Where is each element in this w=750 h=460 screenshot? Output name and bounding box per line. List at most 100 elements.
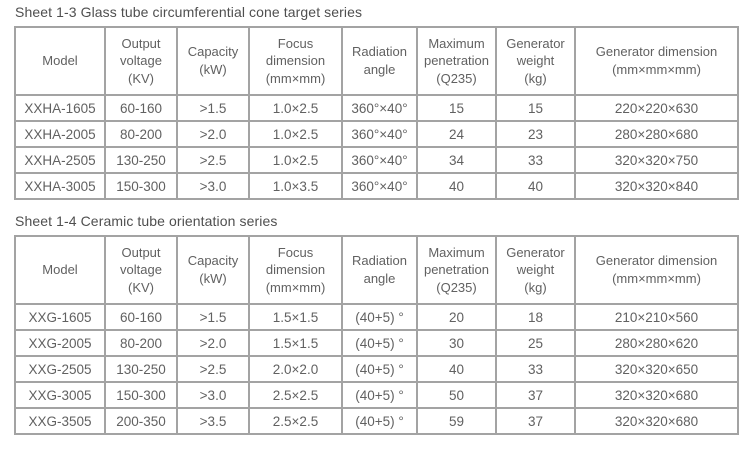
table-cell-model: XXHA-2005 bbox=[14, 120, 106, 148]
table-cell-focus-dimension: 1.5×1.5 bbox=[248, 329, 343, 357]
table-cell-focus-dimension: 2.5×2.5 bbox=[248, 407, 343, 435]
table-cell-maximum-penetration: 24 bbox=[416, 120, 497, 148]
table-cell-generator-dimension: 320×320×750 bbox=[574, 146, 739, 174]
table-cell-generator-weight: 25 bbox=[495, 329, 576, 357]
column-header-radiation-angle: Radiation angle bbox=[341, 26, 418, 96]
table-cell-generator-dimension: 280×280×620 bbox=[574, 329, 739, 357]
table-cell-radiation-angle: (40+5) ° bbox=[341, 381, 418, 409]
table-cell-capacity: >3.0 bbox=[176, 381, 250, 409]
table-cell-radiation-angle: (40+5) ° bbox=[341, 303, 418, 331]
table-cell-generator-dimension: 220×220×630 bbox=[574, 94, 739, 122]
column-header-output-voltage: Output voltage (KV) bbox=[104, 235, 178, 305]
sheet-1-4-table: Model Output voltage (KV) Capacity (kW) Foc… bbox=[14, 235, 739, 435]
table-cell-generator-weight: 37 bbox=[495, 381, 576, 409]
table-cell-maximum-penetration: 50 bbox=[416, 381, 497, 409]
column-header-generator-dimension: Generator dimension (mm×mm×mm) bbox=[574, 235, 739, 305]
table-cell-capacity: >2.5 bbox=[176, 146, 250, 174]
column-header-generator-weight: Generator weight (kg) bbox=[495, 235, 576, 305]
table-cell-output-voltage: 150-300 bbox=[104, 381, 178, 409]
table-cell-generator-dimension: 320×320×680 bbox=[574, 407, 739, 435]
table-cell-model: XXG-1605 bbox=[14, 303, 106, 331]
table-cell-maximum-penetration: 20 bbox=[416, 303, 497, 331]
table-cell-radiation-angle: (40+5) ° bbox=[341, 407, 418, 435]
table-cell-model: XXG-3005 bbox=[14, 381, 106, 409]
table-cell-radiation-angle: 360°×40° bbox=[341, 172, 418, 200]
table-cell-output-voltage: 130-250 bbox=[104, 146, 178, 174]
table-cell-maximum-penetration: 34 bbox=[416, 146, 497, 174]
table-cell-focus-dimension: 2.5×2.5 bbox=[248, 381, 343, 409]
column-header-model: Model bbox=[14, 235, 106, 305]
table-cell-model: XXHA-1605 bbox=[14, 94, 106, 122]
table-cell-capacity: >1.5 bbox=[176, 303, 250, 331]
table-cell-model: XXG-2505 bbox=[14, 355, 106, 383]
table-cell-radiation-angle: 360°×40° bbox=[341, 94, 418, 122]
table-cell-output-voltage: 150-300 bbox=[104, 172, 178, 200]
table-cell-model: XXG-3505 bbox=[14, 407, 106, 435]
table-cell-output-voltage: 80-200 bbox=[104, 120, 178, 148]
column-header-maximum-penetration: Maximum penetration (Q235) bbox=[416, 235, 497, 305]
table-cell-generator-weight: 33 bbox=[495, 146, 576, 174]
table-row: XXG-1605 60-160 >1.5 1.5×1.5 (40+5) ° 20 18 210… bbox=[14, 303, 739, 331]
table-cell-capacity: >3.0 bbox=[176, 172, 250, 200]
table-cell-focus-dimension: 1.5×1.5 bbox=[248, 303, 343, 331]
table-cell-generator-dimension: 210×210×560 bbox=[574, 303, 739, 331]
table-cell-focus-dimension: 1.0×2.5 bbox=[248, 120, 343, 148]
table-cell-generator-weight: 33 bbox=[495, 355, 576, 383]
table-cell-generator-weight: 18 bbox=[495, 303, 576, 331]
header-row: Model Output voltage (KV) Capacity (kW) Foc… bbox=[14, 235, 739, 305]
table-cell-generator-dimension: 320×320×840 bbox=[574, 172, 739, 200]
table-cell-radiation-angle: (40+5) ° bbox=[341, 329, 418, 357]
header-row: Model Output voltage (KV) Capacity (kW) Foc… bbox=[14, 26, 739, 96]
column-header-capacity: Capacity (kW) bbox=[176, 235, 250, 305]
table-cell-capacity: >1.5 bbox=[176, 94, 250, 122]
table-row: XXHA-3005 150-300 >3.0 1.0×3.5 360°×40° 40 40 3… bbox=[14, 172, 739, 200]
table-cell-capacity: >2.0 bbox=[176, 329, 250, 357]
table-cell-generator-weight: 23 bbox=[495, 120, 576, 148]
column-header-generator-dimension: Generator dimension (mm×mm×mm) bbox=[574, 26, 739, 96]
table-row: XXG-2005 80-200 >2.0 1.5×1.5 (40+5) ° 30 25 280… bbox=[14, 329, 739, 357]
sheet-1-3-title: Sheet 1-3 Glass tube circumferential con… bbox=[15, 4, 363, 20]
table-cell-output-voltage: 60-160 bbox=[104, 303, 178, 331]
table-cell-focus-dimension: 1.0×2.5 bbox=[248, 94, 343, 122]
table-cell-model: XXG-2005 bbox=[14, 329, 106, 357]
table-cell-radiation-angle: (40+5) ° bbox=[341, 355, 418, 383]
table-cell-generator-weight: 37 bbox=[495, 407, 576, 435]
column-header-output-voltage: Output voltage (KV) bbox=[104, 26, 178, 96]
table-cell-generator-weight: 15 bbox=[495, 94, 576, 122]
table-cell-generator-dimension: 280×280×680 bbox=[574, 120, 739, 148]
sheet-1-4-title: Sheet 1-4 Ceramic tube orientation serie… bbox=[15, 213, 278, 229]
sheet-1-3-section: Sheet 1-3 Glass tube circumferential con… bbox=[14, 4, 739, 200]
spec-sheets-page: Sheet 1-3 Glass tube circumferential con… bbox=[14, 4, 739, 435]
table-cell-radiation-angle: 360°×40° bbox=[341, 146, 418, 174]
table-cell-focus-dimension: 2.0×2.0 bbox=[248, 355, 343, 383]
sheet-1-3-table: Model Output voltage (KV) Capacity (kW) Foc… bbox=[14, 26, 739, 200]
table-cell-generator-dimension: 320×320×650 bbox=[574, 355, 739, 383]
sheet-1-4-section: Sheet 1-4 Ceramic tube orientation serie… bbox=[14, 213, 739, 435]
table-cell-model: XXHA-3005 bbox=[14, 172, 106, 200]
table-cell-capacity: >3.5 bbox=[176, 407, 250, 435]
table-row: XXG-3505 200-350 >3.5 2.5×2.5 (40+5) ° 59 37 32… bbox=[14, 407, 739, 435]
column-header-radiation-angle: Radiation angle bbox=[341, 235, 418, 305]
table-cell-capacity: >2.5 bbox=[176, 355, 250, 383]
table-cell-focus-dimension: 1.0×3.5 bbox=[248, 172, 343, 200]
table-cell-output-voltage: 130-250 bbox=[104, 355, 178, 383]
table-cell-output-voltage: 200-350 bbox=[104, 407, 178, 435]
table-cell-generator-weight: 40 bbox=[495, 172, 576, 200]
table-row: XXHA-2505 130-250 >2.5 1.0×2.5 360°×40° 34 33 3… bbox=[14, 146, 739, 174]
table-cell-maximum-penetration: 30 bbox=[416, 329, 497, 357]
table-cell-capacity: >2.0 bbox=[176, 120, 250, 148]
column-header-maximum-penetration: Maximum penetration (Q235) bbox=[416, 26, 497, 96]
column-header-focus-dimension: Focus dimension (mm×mm) bbox=[248, 235, 343, 305]
column-header-capacity: Capacity (kW) bbox=[176, 26, 250, 96]
table-cell-maximum-penetration: 40 bbox=[416, 355, 497, 383]
column-header-focus-dimension: Focus dimension (mm×mm) bbox=[248, 26, 343, 96]
table-row: XXHA-2005 80-200 >2.0 1.0×2.5 360°×40° 24 23 28… bbox=[14, 120, 739, 148]
table-cell-output-voltage: 80-200 bbox=[104, 329, 178, 357]
table-cell-maximum-penetration: 59 bbox=[416, 407, 497, 435]
column-header-generator-weight: Generator weight (kg) bbox=[495, 26, 576, 96]
table-cell-radiation-angle: 360°×40° bbox=[341, 120, 418, 148]
table-row: XXG-2505 130-250 >2.5 2.0×2.0 (40+5) ° 40 33 32… bbox=[14, 355, 739, 383]
table-row: XXG-3005 150-300 >3.0 2.5×2.5 (40+5) ° 50 37 32… bbox=[14, 381, 739, 409]
table-cell-focus-dimension: 1.0×2.5 bbox=[248, 146, 343, 174]
table-cell-generator-dimension: 320×320×680 bbox=[574, 381, 739, 409]
